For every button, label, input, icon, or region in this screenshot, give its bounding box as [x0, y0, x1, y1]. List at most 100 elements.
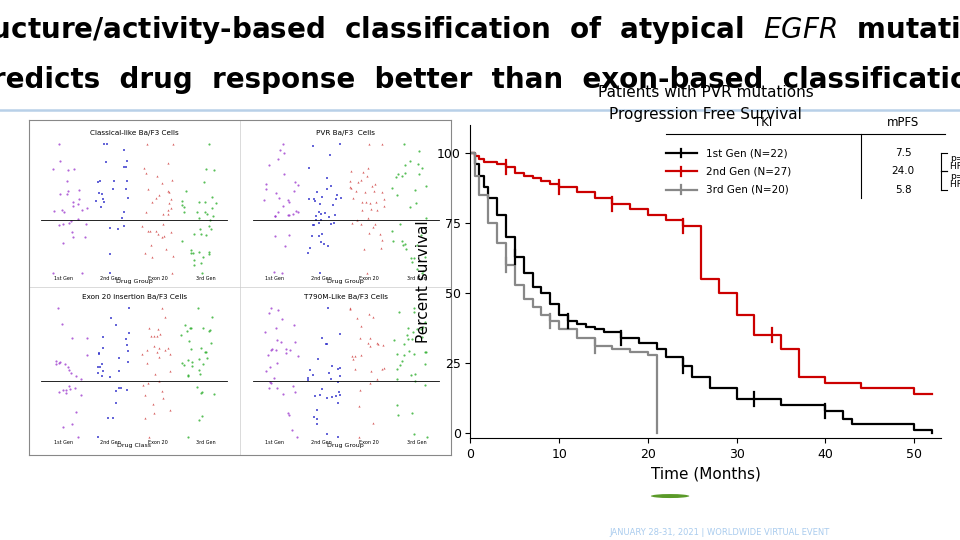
Point	[177, 208, 192, 217]
Point	[288, 207, 303, 215]
Point	[354, 198, 370, 206]
Point	[90, 178, 106, 186]
Point	[373, 188, 389, 197]
Point	[291, 208, 306, 217]
Point	[353, 220, 369, 228]
Point	[282, 346, 298, 354]
Point	[370, 206, 385, 214]
Point	[56, 386, 71, 394]
Text: 3rd Gen: 3rd Gen	[407, 440, 426, 444]
Point	[144, 332, 159, 340]
Point	[164, 269, 180, 278]
Point	[158, 244, 174, 253]
Text: IASLC: IASLC	[610, 487, 643, 497]
Point	[395, 237, 410, 245]
Point	[415, 164, 430, 173]
Point	[122, 328, 137, 337]
Point	[408, 185, 423, 194]
Point	[316, 240, 331, 248]
Point	[351, 402, 367, 411]
Point	[280, 211, 296, 219]
Point	[267, 267, 282, 276]
Point	[73, 390, 88, 399]
Point	[392, 308, 407, 316]
Text: 3rd Gen: 3rd Gen	[407, 275, 426, 281]
Point	[163, 227, 179, 236]
Text: 2nd Gen: 2nd Gen	[100, 440, 121, 444]
Point	[369, 339, 384, 347]
Point	[353, 176, 369, 185]
Point	[120, 341, 135, 349]
Text: 2nd Gen (N=27): 2nd Gen (N=27)	[706, 166, 791, 177]
Point	[185, 249, 201, 258]
Point	[276, 148, 292, 157]
Point	[180, 370, 196, 379]
Point	[203, 339, 218, 347]
Text: Exon 20: Exon 20	[148, 440, 168, 444]
Point	[105, 414, 120, 422]
Point	[140, 227, 156, 235]
Point	[204, 204, 220, 212]
Point	[191, 354, 206, 363]
Point	[356, 244, 372, 253]
Point	[180, 327, 195, 335]
Text: 3rd Gen: 3rd Gen	[196, 440, 215, 444]
Point	[359, 269, 374, 278]
Point	[308, 215, 324, 224]
Point	[403, 254, 419, 262]
Text: JANUARY 28-31, 2021 | WORLDWIDE VIRTUAL EVENT: JANUARY 28-31, 2021 | WORLDWIDE VIRTUAL …	[610, 528, 829, 537]
Point	[290, 352, 305, 360]
Point	[155, 387, 170, 396]
Point	[198, 165, 213, 173]
Point	[321, 369, 336, 377]
Point	[348, 365, 363, 374]
Point	[145, 400, 160, 408]
Point	[404, 258, 420, 266]
Point	[155, 303, 170, 312]
Point	[267, 212, 282, 220]
Point	[103, 249, 118, 258]
Point	[409, 198, 424, 207]
Point	[319, 185, 334, 193]
Point	[184, 362, 200, 370]
Point	[200, 210, 215, 219]
Point	[116, 222, 132, 231]
Point	[120, 193, 135, 202]
Point	[96, 139, 111, 148]
Point	[146, 342, 161, 350]
Point	[376, 201, 392, 210]
Point	[121, 303, 136, 312]
Point	[350, 178, 366, 187]
Point	[332, 330, 348, 339]
Point	[308, 212, 324, 221]
Point	[108, 321, 124, 329]
Point	[290, 181, 305, 190]
Point	[354, 205, 370, 214]
Point	[396, 240, 411, 249]
Point	[55, 206, 70, 214]
Text: Exon 20: Exon 20	[148, 275, 168, 281]
Point	[198, 197, 213, 206]
Point	[324, 219, 339, 228]
Point	[309, 420, 324, 428]
Point	[108, 399, 124, 408]
Point	[191, 214, 206, 222]
Point	[178, 320, 193, 329]
Point	[258, 366, 274, 375]
Point	[137, 414, 153, 423]
Point	[310, 414, 325, 423]
Point	[276, 389, 291, 398]
Point	[376, 363, 392, 372]
Point	[72, 185, 87, 194]
Point	[180, 355, 196, 364]
Point	[177, 202, 192, 211]
Text: p=0.03: p=0.03	[949, 154, 960, 163]
Point	[174, 330, 189, 339]
Text: T790M-Like Ba/F3 Cells: T790M-Like Ba/F3 Cells	[303, 294, 388, 300]
Point	[92, 363, 108, 372]
Point	[406, 253, 421, 262]
Point	[59, 177, 74, 185]
Point	[264, 303, 279, 312]
Point	[270, 359, 285, 367]
Point	[280, 408, 296, 417]
